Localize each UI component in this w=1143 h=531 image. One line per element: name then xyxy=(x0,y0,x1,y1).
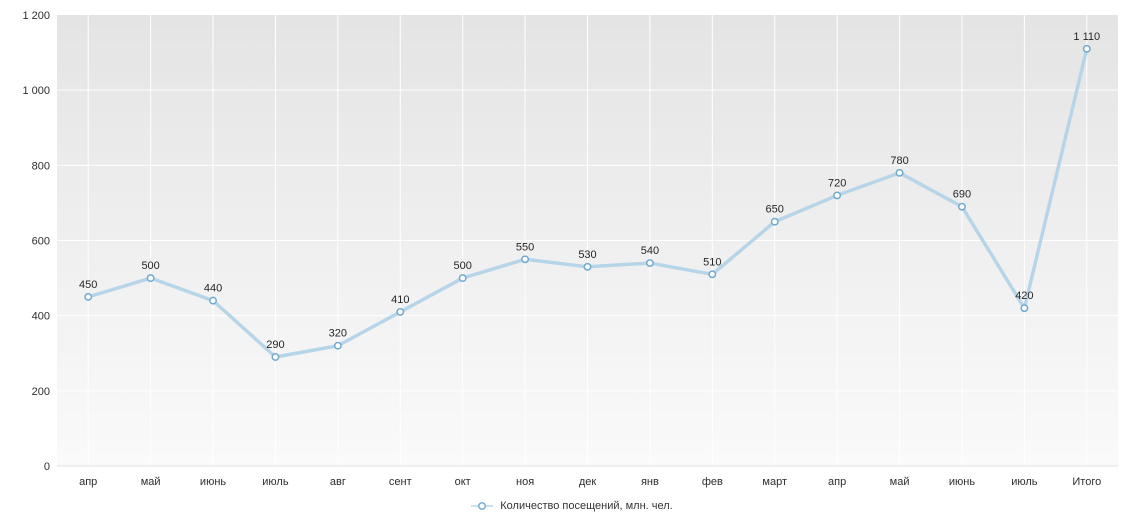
data-point-label: 500 xyxy=(453,260,471,272)
y-axis-tick-label: 1 200 xyxy=(22,10,50,22)
legend-line-marker-icon xyxy=(471,502,494,510)
x-axis-tick-label: июнь xyxy=(949,476,975,488)
x-axis-tick-label: Итого xyxy=(1072,476,1101,488)
data-point-marker[interactable] xyxy=(645,259,654,267)
legend-item[interactable]: Количество посещений, млн. чел. xyxy=(0,498,1143,514)
data-point-marker[interactable] xyxy=(84,292,93,301)
data-point-label: 290 xyxy=(266,339,284,351)
x-axis-tick-label: май xyxy=(890,476,910,488)
data-point-marker[interactable] xyxy=(521,255,530,264)
data-point-label: 720 xyxy=(828,177,846,189)
legend-label: Количество посещений, млн. чел. xyxy=(500,500,673,512)
x-axis-tick-label: июнь xyxy=(200,476,226,488)
data-point-marker[interactable] xyxy=(770,217,779,226)
data-point-marker[interactable] xyxy=(271,353,280,361)
data-point-marker[interactable] xyxy=(209,296,217,305)
y-axis-tick-label: 400 xyxy=(32,311,50,323)
y-axis-tick-label: 800 xyxy=(32,160,50,172)
data-point-label: 440 xyxy=(204,283,222,295)
x-axis-tick-label: июль xyxy=(262,476,289,488)
data-point-label: 450 xyxy=(79,279,97,291)
data-point-label: 550 xyxy=(516,241,534,253)
x-axis-tick-label: июль xyxy=(1011,476,1038,488)
data-point-marker[interactable] xyxy=(708,270,717,279)
x-axis-tick-label: фев xyxy=(702,476,723,488)
y-axis-tick-label: 600 xyxy=(32,236,50,248)
data-point-label: 650 xyxy=(766,204,784,216)
x-axis-tick-label: окт xyxy=(455,476,471,488)
x-axis-tick-label: май xyxy=(141,476,161,488)
data-point-marker[interactable] xyxy=(1082,44,1091,53)
y-axis-tick-label: 1 000 xyxy=(22,85,50,97)
data-point-label: 510 xyxy=(703,256,721,268)
data-point-label: 500 xyxy=(141,260,159,272)
data-point-marker[interactable] xyxy=(895,168,904,177)
x-axis-tick-label: ноя xyxy=(516,476,534,488)
data-point-label: 780 xyxy=(890,155,908,167)
data-point-marker[interactable] xyxy=(583,262,592,271)
y-axis-tick-label: 200 xyxy=(32,386,50,398)
data-point-label: 690 xyxy=(953,189,971,201)
data-point-label: 540 xyxy=(641,245,659,257)
data-point-label: 410 xyxy=(391,294,409,306)
data-point-label: 530 xyxy=(578,249,596,261)
data-point-label: 320 xyxy=(329,328,347,340)
x-axis-tick-label: дек xyxy=(579,476,597,488)
y-axis-tick-label: 0 xyxy=(44,461,50,473)
data-point-label: 420 xyxy=(1015,290,1033,302)
x-axis-tick-label: сент xyxy=(389,476,412,488)
data-point-marker[interactable] xyxy=(458,274,467,283)
data-point-marker[interactable] xyxy=(396,307,405,316)
data-point-marker[interactable] xyxy=(958,202,966,211)
data-point-marker[interactable] xyxy=(1020,304,1029,313)
x-axis-tick-label: апр xyxy=(828,476,846,488)
x-axis-tick-label: март xyxy=(762,476,787,488)
data-point-marker[interactable] xyxy=(333,341,342,350)
x-axis-tick-label: янв xyxy=(641,476,659,488)
data-point-label: 1 110 xyxy=(1073,31,1100,43)
x-axis-tick-label: авг xyxy=(330,476,346,488)
data-point-marker[interactable] xyxy=(146,274,155,283)
data-point-marker[interactable] xyxy=(833,191,842,200)
x-axis-tick-label: апр xyxy=(79,476,97,488)
